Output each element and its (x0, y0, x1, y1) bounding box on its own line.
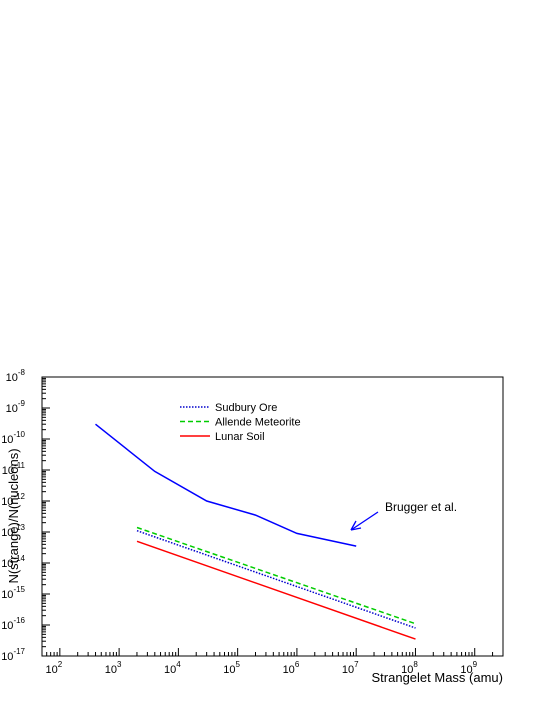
tick-base: 10 (6, 372, 18, 384)
tick-exponent: 9 (473, 660, 478, 669)
annotation-arrow-head (350, 520, 362, 531)
tick-exponent: -9 (18, 399, 26, 408)
annotation-brugger: Brugger et al. (350, 500, 457, 531)
plot-frame (41, 376, 504, 657)
series-brugger-curve (95, 423, 357, 547)
y-tick-label: 10-9 (6, 399, 26, 415)
tick-base: 10 (283, 664, 295, 676)
x-tick-label: 109 (460, 660, 477, 676)
tick-base: 10 (223, 664, 235, 676)
y-tick-label: 10-11 (2, 461, 26, 477)
annotation-arrow-line (350, 511, 379, 531)
y-axis-title: N(strange)/N(nucleons) (6, 448, 21, 583)
tick-exponent: -16 (13, 616, 25, 625)
tick-base: 10 (1, 434, 13, 446)
tick-base: 10 (1, 558, 13, 570)
tick-exponent: 8 (413, 660, 418, 669)
tick-exponent: -15 (13, 585, 25, 594)
tick-base: 10 (1, 620, 13, 632)
tick-exponent: -12 (13, 492, 25, 501)
y-tick-label: 10-14 (1, 554, 25, 570)
y-tick-label: 10-12 (1, 492, 25, 508)
annotation-label: Brugger et al. (385, 500, 457, 514)
tick-base: 10 (342, 664, 354, 676)
tick-exponent: 5 (236, 660, 241, 669)
y-tick-label: 10-10 (1, 430, 25, 446)
tick-exponent: -11 (14, 461, 26, 470)
tick-base: 10 (1, 527, 13, 539)
tick-exponent: 6 (295, 660, 300, 669)
tick-exponent: -14 (13, 554, 25, 563)
x-tick-label: 108 (401, 660, 418, 676)
legend: Sudbury Ore Allende Meteorite Lunar Soil (180, 402, 301, 443)
x-tick-label: 106 (283, 660, 300, 676)
y-axis: 10-1710-1610-1510-1410-1310-1210-1110-10… (1, 368, 50, 663)
series-layer (95, 423, 416, 640)
tick-base: 10 (2, 465, 14, 477)
tick-base: 10 (401, 664, 413, 676)
x-axis-title: Strangelet Mass (amu) (372, 670, 504, 685)
y-tick-label: 10-16 (1, 616, 25, 632)
y-tick-label: 10-8 (6, 368, 26, 384)
tick-base: 10 (105, 664, 117, 676)
tick-base: 10 (1, 589, 13, 601)
legend-label: Lunar Soil (215, 431, 265, 443)
tick-exponent: -17 (13, 647, 25, 656)
x-tick-label: 107 (342, 660, 359, 676)
tick-exponent: 7 (354, 660, 359, 669)
series-lunar-soil (136, 540, 416, 640)
tick-exponent: 4 (176, 660, 181, 669)
tick-exponent: -8 (18, 368, 26, 377)
tick-base: 10 (1, 651, 13, 663)
x-tick-label: 102 (45, 660, 62, 676)
tick-base: 10 (164, 664, 176, 676)
tick-base: 10 (460, 664, 472, 676)
tick-base: 10 (6, 403, 18, 415)
x-tick-label: 104 (164, 660, 181, 676)
x-axis: 102 103 104 105 106 107 108 109 (41, 648, 504, 676)
tick-base: 10 (1, 496, 13, 508)
y-tick-label: 10-15 (1, 585, 25, 601)
tick-exponent: -10 (13, 430, 25, 439)
series-sudbury-ore (136, 529, 416, 629)
series-allende-meteorite (136, 526, 416, 625)
tick-exponent: 3 (117, 660, 122, 669)
x-tick-label: 105 (223, 660, 240, 676)
y-tick-label: 10-13 (1, 523, 25, 539)
tick-base: 10 (45, 664, 57, 676)
legend-label: Sudbury Ore (215, 402, 277, 414)
x-tick-label: 103 (105, 660, 122, 676)
tick-exponent: 2 (58, 660, 63, 669)
legend-label: Allende Meteorite (215, 417, 301, 429)
tick-exponent: -13 (13, 523, 25, 532)
y-tick-label: 10-17 (1, 647, 25, 663)
